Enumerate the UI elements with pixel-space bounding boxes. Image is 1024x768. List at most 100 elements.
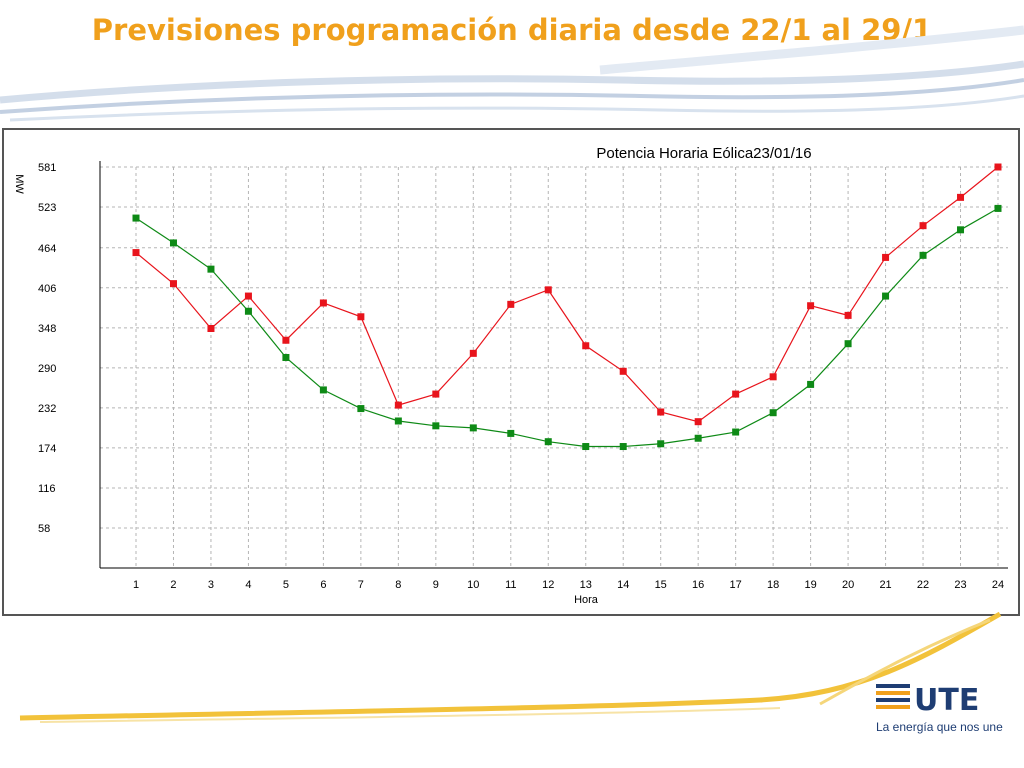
y-axis-label: MW — [13, 174, 25, 194]
footer-swoosh-decoration — [19, 611, 1002, 723]
series-1-point — [769, 373, 777, 381]
x-tick-label: 15 — [655, 579, 667, 591]
series-2-point — [994, 204, 1002, 212]
series-1-point — [732, 390, 740, 398]
series-2-point — [732, 428, 740, 436]
x-tick-label: 20 — [842, 579, 854, 591]
slide-title: Previsiones programación diaria desde 22… — [91, 13, 933, 47]
x-tick-label: 21 — [879, 579, 891, 591]
series-2-point — [357, 405, 365, 413]
x-tick-label: 2 — [170, 579, 176, 591]
series-2-point — [807, 380, 815, 388]
series-lines — [135, 166, 999, 448]
series-1-point — [619, 367, 627, 375]
series-1-point — [282, 336, 290, 344]
x-tick-label: 10 — [467, 579, 479, 591]
tagline: La energía que nos une — [876, 720, 1003, 734]
y-tick-label: 581 — [38, 162, 56, 174]
x-tick-label: 14 — [617, 579, 629, 591]
series-2-point — [694, 434, 702, 442]
x-tick-label: 18 — [767, 579, 779, 591]
y-tick-label: 232 — [38, 403, 56, 415]
logo-wordmark: UTE — [914, 683, 979, 716]
series-1-point — [844, 311, 852, 319]
series-2-point — [582, 443, 590, 451]
series-2-point — [319, 386, 327, 394]
series-2-point — [507, 429, 515, 437]
x-axis-label: Hora — [574, 594, 599, 606]
series-1-point — [357, 313, 365, 321]
series-2-point — [432, 422, 440, 430]
series-1-point — [394, 401, 402, 409]
series-markers — [132, 163, 1002, 451]
series-1-point — [957, 193, 965, 201]
y-tick-label: 464 — [38, 243, 56, 255]
y-tick-label: 58 — [38, 523, 50, 535]
series-2-point — [844, 340, 852, 348]
series-1-point — [244, 292, 252, 300]
series-1-point — [432, 390, 440, 398]
x-tick-label: 11 — [505, 579, 516, 591]
series-2-point — [769, 409, 777, 417]
ute-logo: UTE — [876, 683, 979, 716]
series-1-point — [582, 342, 590, 350]
series-2-point — [919, 251, 927, 259]
series-1-point — [807, 302, 815, 310]
y-tick-label: 290 — [38, 363, 56, 375]
series-2-point — [132, 214, 140, 222]
x-tick-label: 7 — [358, 579, 364, 591]
y-tick-label: 174 — [38, 443, 56, 455]
x-tick-label: 1 — [133, 579, 139, 591]
series-2-line — [135, 207, 999, 448]
series-1-point — [919, 222, 927, 230]
y-tick-label: 406 — [38, 283, 56, 295]
chart-panel: Potencia Horaria Eólica23/01/16 MW Hora … — [2, 128, 1020, 616]
y-tick-label: 523 — [38, 202, 56, 214]
x-tick-label: 23 — [954, 579, 966, 591]
series-2-point — [282, 353, 290, 361]
series-2-point — [169, 239, 177, 247]
series-1-point — [469, 349, 477, 357]
series-1-point — [319, 299, 327, 307]
x-tick-label: 9 — [433, 579, 439, 591]
x-tick-label: 13 — [580, 579, 592, 591]
series-1-point — [694, 418, 702, 426]
grid-lines — [100, 166, 1008, 568]
series-2-point — [882, 292, 890, 300]
series-1-point — [657, 408, 665, 416]
series-2-point — [657, 440, 665, 448]
series-2-point — [394, 417, 402, 425]
series-1-point — [507, 300, 515, 308]
series-1-point — [169, 280, 177, 288]
x-tick-label: 5 — [283, 579, 289, 591]
x-tick-label: 19 — [804, 579, 816, 591]
series-1-point — [882, 253, 890, 261]
series-1-point — [994, 163, 1002, 171]
chart-title: Potencia Horaria Eólica23/01/16 — [596, 145, 811, 162]
x-tick-label: 6 — [320, 579, 326, 591]
series-2-point — [244, 307, 252, 315]
series-2-point — [207, 265, 215, 273]
series-2-point — [544, 438, 552, 446]
x-tick-label: 24 — [992, 579, 1004, 591]
x-tick-label: 4 — [245, 579, 251, 591]
x-tick-label: 22 — [917, 579, 929, 591]
x-tick-label: 8 — [395, 579, 401, 591]
series-2-point — [957, 226, 965, 234]
y-tick-label: 116 — [38, 483, 56, 495]
line-chart: Potencia Horaria Eólica23/01/16 MW Hora … — [13, 145, 1008, 606]
series-1-line — [135, 166, 999, 423]
series-1-point — [207, 325, 215, 333]
series-2-point — [469, 424, 477, 432]
x-tick-label: 12 — [542, 579, 554, 591]
series-1-point — [544, 286, 552, 294]
series-1-point — [132, 249, 140, 257]
header-swoosh-decoration — [0, 25, 1024, 122]
series-2-point — [619, 443, 627, 451]
y-tick-label: 348 — [38, 323, 56, 335]
axes — [99, 161, 1008, 569]
x-tick-label: 16 — [692, 579, 704, 591]
x-tick-label: 17 — [730, 579, 742, 591]
x-tick-label: 3 — [208, 579, 214, 591]
